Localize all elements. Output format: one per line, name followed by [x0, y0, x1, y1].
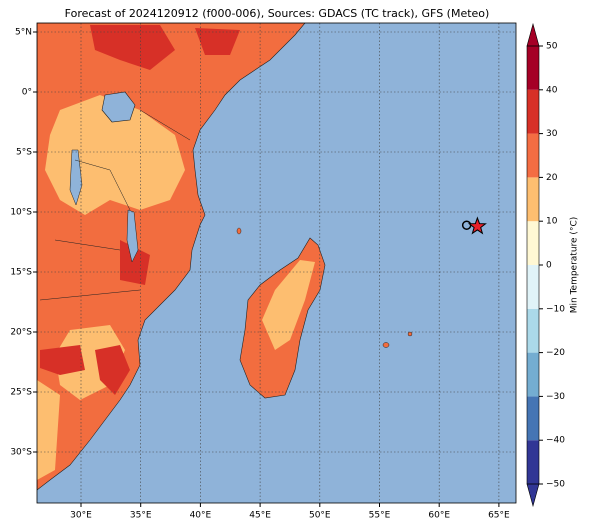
lon-tick-label: 40°E — [190, 511, 212, 521]
colorbar-tick-label: 30 — [546, 129, 558, 139]
borders — [39, 109, 191, 301]
lat-tick-label: 5°N — [15, 28, 32, 38]
colorbar-tick-label: 20 — [546, 173, 558, 183]
colorbar-tick-label: 50 — [546, 42, 558, 52]
lat-tick-label: 0° — [22, 88, 32, 98]
storm-position — [467, 216, 487, 235]
lon-tick-label: 50°E — [309, 511, 331, 521]
track-point — [461, 220, 472, 230]
colorbar-band — [527, 177, 539, 222]
lon-tick-label: 60°E — [428, 511, 450, 521]
lon-tick-label: 65°E — [488, 511, 510, 521]
colorbar-extend — [526, 483, 540, 508]
colorbar-band — [527, 89, 539, 134]
colorbar-extend — [526, 22, 540, 47]
lat-tick-label: 20°S — [10, 328, 32, 338]
colorbar-band — [527, 440, 539, 484]
lake-tanganyika — [69, 149, 83, 206]
storm-layer — [461, 216, 487, 235]
axes: 30°E 35°E 40°E 45°E 50°E 55°E 60°E 65°E 5°N 0° 5°S… — [10, 28, 510, 521]
colorbar-tick-label: −20 — [546, 348, 565, 358]
lat-tick-label: 10°S — [10, 208, 32, 218]
map-area — [37, 23, 516, 503]
lat-tick-label: 30°S — [10, 448, 32, 458]
colorbar-band — [527, 133, 539, 178]
colorbar-band — [527, 46, 539, 90]
lon-tick-label: 35°E — [130, 511, 152, 521]
map-title: Forecast of 2024120912 (f000-006), Sourc… — [65, 7, 490, 20]
island — [236, 227, 242, 235]
colorbar-band — [527, 265, 539, 309]
colorbar-tick-label: −50 — [546, 480, 565, 490]
warm-region — [40, 25, 240, 395]
lon-tick-label: 45°E — [249, 511, 271, 521]
colorbar-tick-label: −10 — [546, 304, 565, 314]
lon-tick-label: 55°E — [369, 511, 391, 521]
map-frame — [36, 22, 517, 504]
colorbar-tick-label: 40 — [546, 85, 558, 95]
graticule — [37, 23, 516, 503]
colorbar-label: Min Temperature (°C) — [570, 217, 580, 314]
lat-tick-label: 15°S — [10, 268, 32, 278]
lat-tick-label: 5°S — [16, 148, 32, 158]
colorbar-tick-label: 10 — [546, 217, 558, 227]
colorbar: −50 −40 −30 −20 −10 0 10 20 30 40 50 — [526, 22, 565, 508]
colorbar-tick-label: −40 — [546, 436, 565, 446]
colorbar-band — [527, 352, 539, 397]
madagascar-cool — [262, 260, 315, 350]
lat-tick-label: 25°S — [10, 388, 32, 398]
colorbar-band — [527, 396, 539, 441]
island — [382, 342, 390, 348]
colorbar-band — [527, 221, 539, 265]
lake-malawi — [126, 209, 139, 263]
island — [407, 331, 413, 337]
lon-tick-label: 30°E — [70, 511, 92, 521]
colorbar-tick-label: −30 — [546, 392, 565, 402]
colorbar-tick-label: 0 — [546, 261, 552, 271]
colorbar-band — [527, 308, 539, 353]
